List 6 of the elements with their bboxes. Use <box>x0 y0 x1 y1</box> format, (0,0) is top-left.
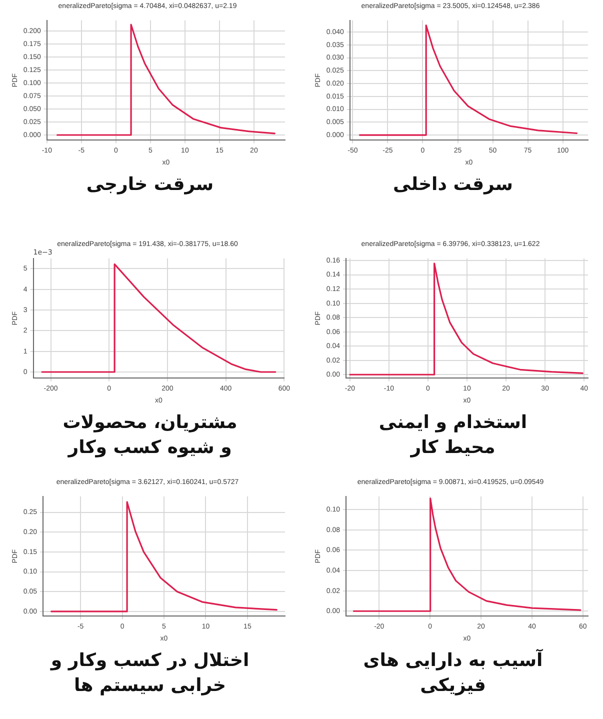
text: سرقت خارجی <box>85 173 215 197</box>
text: سرقت داخلی <box>392 173 514 197</box>
text: مشتریان، محصولات و شیوه کسب وکار <box>62 411 238 460</box>
text: آسیب به دارایی های فیزیکی <box>362 648 544 698</box>
text: اختلال در کسب وکار و خرابی سیستم ها <box>49 649 250 698</box>
text: استخدام و ایمنی محیط کار <box>378 411 528 460</box>
